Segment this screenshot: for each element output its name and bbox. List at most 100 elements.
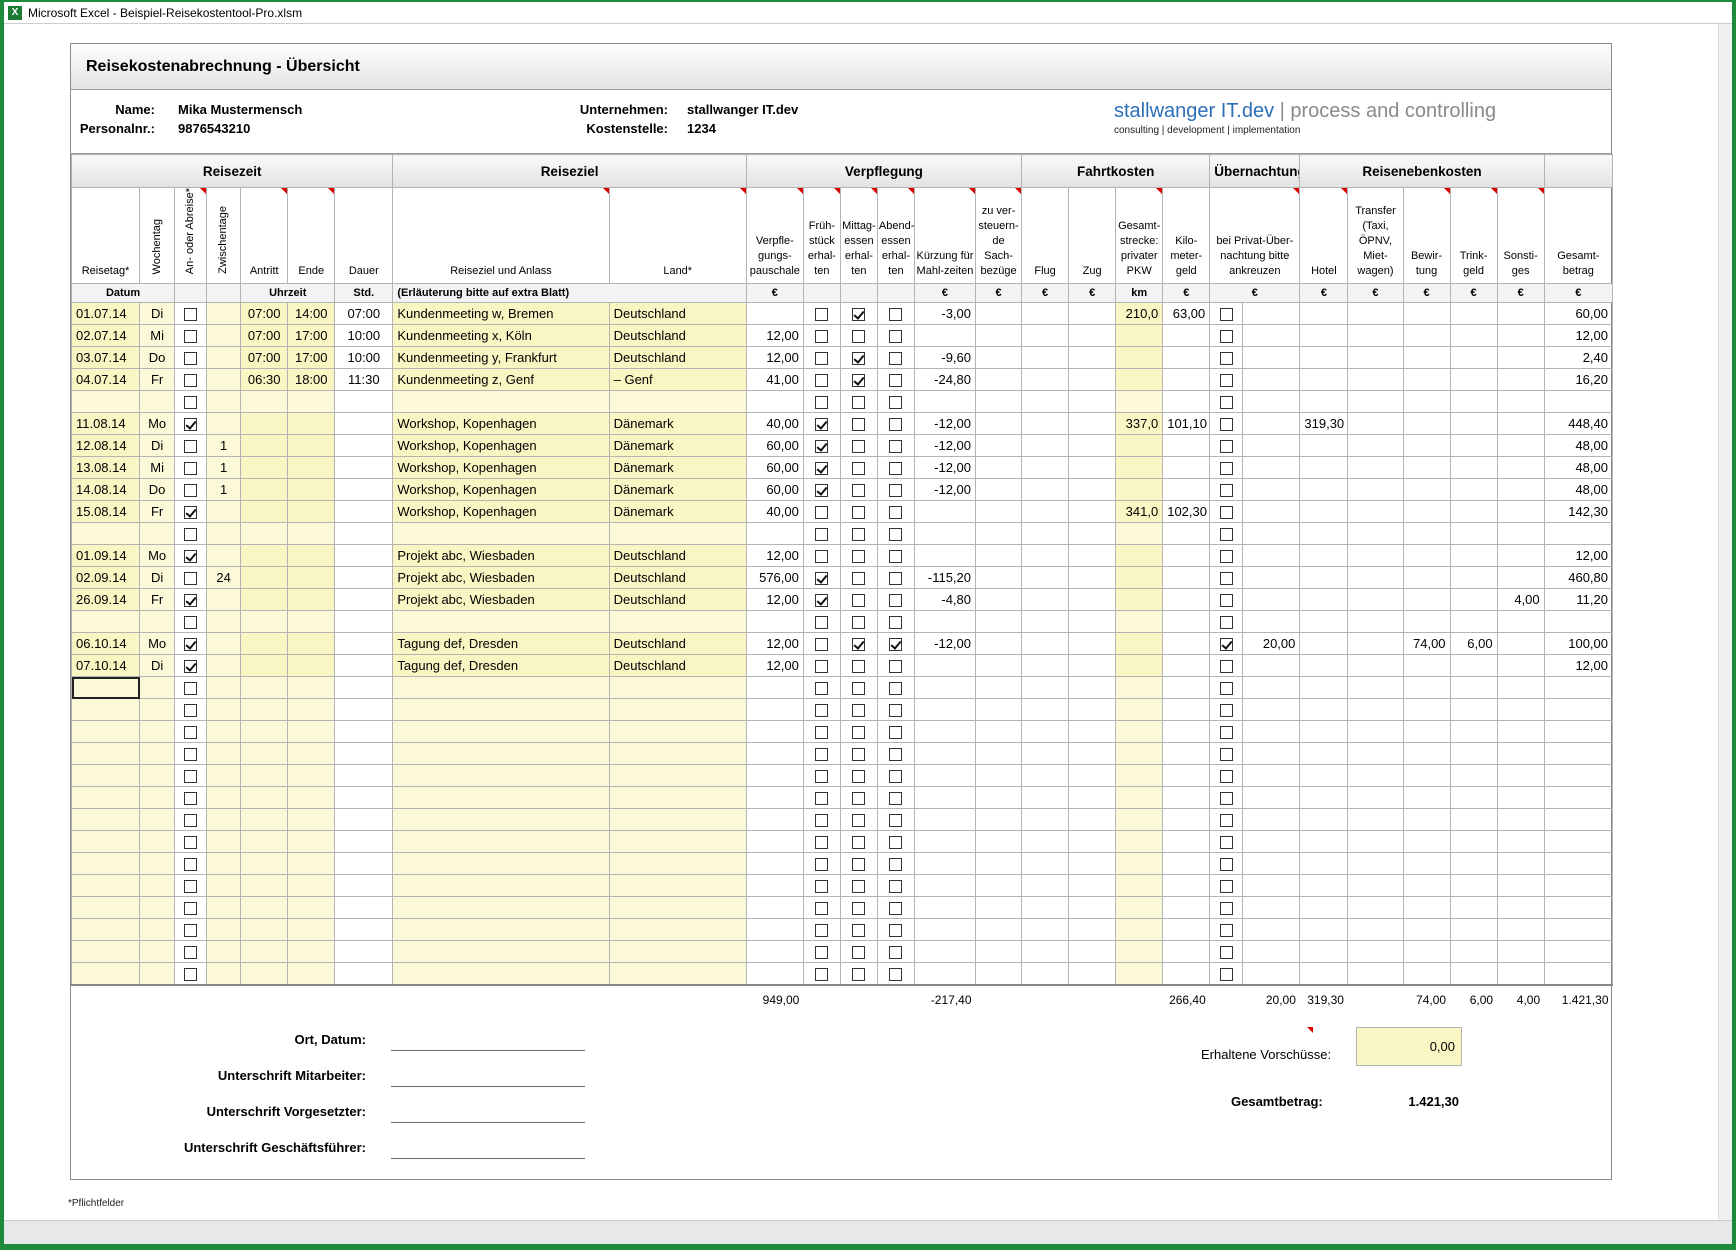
cell-transfer[interactable] <box>1347 456 1404 480</box>
cell-kmgeld[interactable] <box>1162 698 1211 722</box>
cell-f[interactable] <box>802 654 841 678</box>
checkbox[interactable] <box>1219 814 1233 828</box>
cell-gesamt[interactable] <box>1543 698 1614 722</box>
cell-start[interactable] <box>240 588 289 612</box>
cell-kuerz[interactable] <box>913 764 977 788</box>
cell-land[interactable] <box>608 764 747 788</box>
cell-f[interactable] <box>802 874 841 898</box>
checkbox[interactable] <box>815 594 829 608</box>
cell-hotel[interactable] <box>1299 764 1349 788</box>
cell-wd[interactable] <box>139 896 176 920</box>
cell-privat[interactable] <box>1209 720 1244 744</box>
cell-kmgeld[interactable] <box>1162 896 1211 920</box>
checkbox[interactable] <box>889 748 903 762</box>
cell-hotel[interactable] <box>1299 302 1349 326</box>
cell-date[interactable] <box>70 742 141 766</box>
cell-start[interactable] <box>240 852 289 876</box>
cell-start[interactable] <box>240 478 289 502</box>
cell-gesamt[interactable] <box>1543 830 1614 854</box>
checkbox[interactable] <box>852 462 866 476</box>
cell-kuerz[interactable] <box>913 676 977 700</box>
cell-zw[interactable] <box>206 918 242 942</box>
cell-dur[interactable] <box>334 852 394 876</box>
cell-sonst[interactable] <box>1496 566 1545 590</box>
cell-kmgeld[interactable] <box>1162 874 1211 898</box>
cell-zug[interactable] <box>1068 588 1117 612</box>
cell-kmgeld[interactable] <box>1162 456 1211 480</box>
checkbox[interactable] <box>1219 528 1233 542</box>
cell-trink[interactable] <box>1449 522 1498 546</box>
cell-date[interactable]: 06.10.14 <box>70 632 141 656</box>
cell-a[interactable] <box>876 456 915 480</box>
cell-ziel[interactable]: Projekt abc, Wiesbaden <box>392 544 610 568</box>
cell-trink[interactable] <box>1449 874 1498 898</box>
cell-bewirt[interactable] <box>1402 764 1451 788</box>
cell-flug[interactable] <box>1021 654 1070 678</box>
cell-gesamt[interactable]: 460,80 <box>1543 566 1614 590</box>
cell-zug[interactable] <box>1068 676 1117 700</box>
cell-hotel[interactable] <box>1299 544 1349 568</box>
checkbox[interactable] <box>184 352 198 366</box>
cell-kuerz[interactable] <box>913 500 977 524</box>
cell-gesamt[interactable] <box>1543 896 1614 920</box>
cell-privat_amt[interactable] <box>1242 808 1301 832</box>
cell-land[interactable] <box>608 522 747 546</box>
cell-trink[interactable] <box>1449 544 1498 568</box>
cell-m[interactable] <box>839 940 878 964</box>
cell-km[interactable] <box>1115 962 1164 986</box>
cell-bewirt[interactable] <box>1402 302 1451 326</box>
checkbox[interactable] <box>815 462 829 476</box>
cell-zw[interactable]: 24 <box>206 566 242 590</box>
checkbox[interactable] <box>852 506 866 520</box>
cell-pausch[interactable] <box>745 390 804 414</box>
cell-km[interactable] <box>1115 632 1164 656</box>
checkbox[interactable] <box>852 374 866 388</box>
cell-ziel[interactable]: Kundenmeeting z, Genf <box>392 368 610 392</box>
checkbox[interactable] <box>1219 550 1233 564</box>
cell-km[interactable] <box>1115 852 1164 876</box>
cell-a[interactable] <box>876 852 915 876</box>
cell-anab[interactable] <box>174 742 208 766</box>
cell-pausch[interactable] <box>745 830 804 854</box>
checkbox[interactable] <box>184 660 198 674</box>
cell-end[interactable] <box>287 764 336 788</box>
cell-date[interactable]: 26.09.14 <box>70 588 141 612</box>
cell-trink[interactable] <box>1449 742 1498 766</box>
checkbox[interactable] <box>184 968 198 981</box>
cell-wd[interactable]: Do <box>139 478 176 502</box>
cell-end[interactable] <box>287 412 336 436</box>
cell-end[interactable] <box>287 852 336 876</box>
cell-zw[interactable] <box>206 346 242 370</box>
cell-pausch[interactable]: 60,00 <box>745 478 804 502</box>
cell-wd[interactable]: Do <box>139 346 176 370</box>
checkbox[interactable] <box>184 330 198 344</box>
cell-kuerz[interactable]: -24,80 <box>913 368 977 392</box>
cell-sonst[interactable] <box>1496 962 1545 986</box>
cell-f[interactable] <box>802 786 841 810</box>
cell-m[interactable] <box>839 456 878 480</box>
cell-end[interactable] <box>287 676 336 700</box>
sig-mitarbeiter-line[interactable] <box>391 1085 585 1087</box>
cell-zug[interactable] <box>1068 698 1117 722</box>
cell-ziel[interactable] <box>392 962 610 986</box>
cell-sonst[interactable] <box>1496 698 1545 722</box>
cell-start[interactable]: 07:00 <box>240 346 289 370</box>
cell-pausch[interactable] <box>745 874 804 898</box>
checkbox[interactable] <box>184 704 198 718</box>
cell-privat[interactable] <box>1209 786 1244 810</box>
cell-start[interactable] <box>240 412 289 436</box>
checkbox[interactable] <box>815 374 829 388</box>
cell-hotel[interactable] <box>1299 434 1349 458</box>
cell-end[interactable] <box>287 654 336 678</box>
cell-date[interactable] <box>70 676 141 700</box>
cell-hotel[interactable] <box>1299 588 1349 612</box>
cell-flug[interactable] <box>1021 390 1070 414</box>
cell-bewirt[interactable] <box>1402 588 1451 612</box>
cell-gesamt[interactable] <box>1543 390 1614 414</box>
cell-sach[interactable] <box>975 896 1023 920</box>
checkbox[interactable] <box>852 946 866 960</box>
cell-wd[interactable] <box>139 874 176 898</box>
checkbox[interactable] <box>852 880 866 894</box>
cell-trink[interactable] <box>1449 698 1498 722</box>
cell-sach[interactable] <box>975 830 1023 854</box>
